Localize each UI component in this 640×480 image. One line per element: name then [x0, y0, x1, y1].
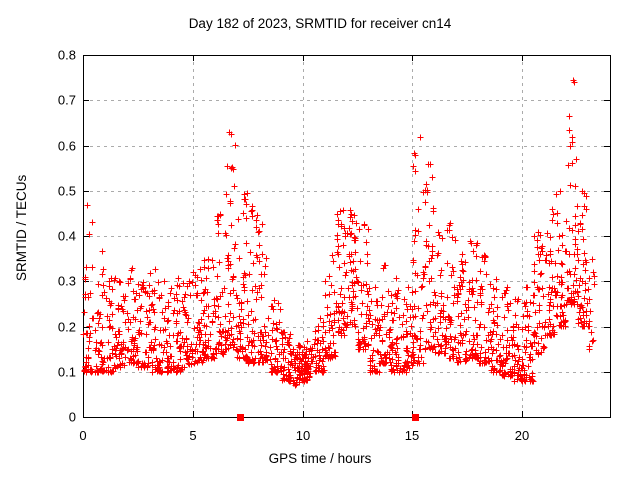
y-tick-label: 0.8	[58, 48, 76, 63]
y-tick-label: 0.1	[58, 365, 76, 380]
x-tick-label: 15	[405, 428, 419, 443]
x-tick-label: 10	[296, 428, 310, 443]
zero-value-marker	[412, 414, 419, 421]
y-tick-label: 0.2	[58, 320, 76, 335]
y-axis-label: SRMTID / TECUs	[14, 174, 29, 281]
y-tick-label: 0.5	[58, 184, 76, 199]
y-tick-label: 0.7	[58, 93, 76, 108]
y-tick-label: 0.6	[58, 139, 76, 154]
scatter-points	[80, 77, 598, 389]
y-tick-label: 0	[69, 410, 76, 425]
x-tick-label: 0	[79, 428, 86, 443]
y-tick-label: 0.4	[58, 229, 76, 244]
x-tick-label: 5	[189, 428, 196, 443]
y-tick-label: 0.3	[58, 274, 76, 289]
zero-value-marker	[237, 414, 244, 421]
chart-title: Day 182 of 2023, SRMTID for receiver cn1…	[188, 16, 452, 31]
x-tick-label: 20	[515, 428, 529, 443]
x-axis-label: GPS time / hours	[268, 451, 372, 466]
